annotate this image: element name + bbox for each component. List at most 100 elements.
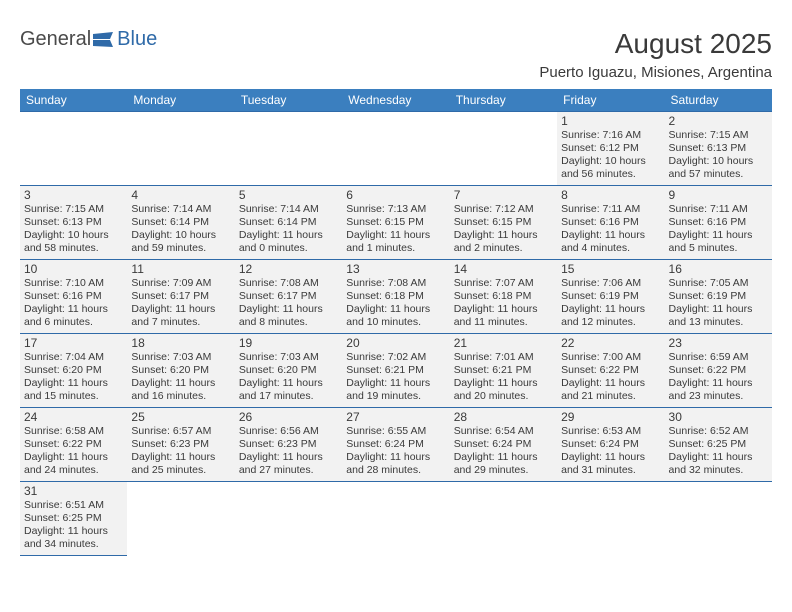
calendar-body: 1Sunrise: 7:16 AMSunset: 6:12 PMDaylight… [20, 112, 772, 556]
calendar-cell: 2Sunrise: 7:15 AMSunset: 6:13 PMDaylight… [665, 112, 772, 186]
weekday-header: Saturday [665, 89, 772, 112]
calendar-cell: 1Sunrise: 7:16 AMSunset: 6:12 PMDaylight… [557, 112, 664, 186]
weekday-header: Thursday [450, 89, 557, 112]
weekday-header: Tuesday [235, 89, 342, 112]
brand-text-b: Blue [117, 28, 157, 51]
calendar-cell: 11Sunrise: 7:09 AMSunset: 6:17 PMDayligh… [127, 260, 234, 334]
day-number: 11 [131, 262, 230, 276]
calendar-cell: 17Sunrise: 7:04 AMSunset: 6:20 PMDayligh… [20, 334, 127, 408]
day-number: 8 [561, 188, 660, 202]
weekday-header: Sunday [20, 89, 127, 112]
calendar-cell [665, 482, 772, 556]
page-title: August 2025 [615, 28, 772, 60]
day-info: Sunrise: 6:51 AMSunset: 6:25 PMDaylight:… [24, 499, 123, 552]
day-number: 19 [239, 336, 338, 350]
day-info: Sunrise: 7:11 AMSunset: 6:16 PMDaylight:… [669, 203, 768, 256]
day-info: Sunrise: 7:10 AMSunset: 6:16 PMDaylight:… [24, 277, 123, 330]
day-info: Sunrise: 7:15 AMSunset: 6:13 PMDaylight:… [669, 129, 768, 182]
day-number: 20 [346, 336, 445, 350]
day-number: 14 [454, 262, 553, 276]
day-info: Sunrise: 6:55 AMSunset: 6:24 PMDaylight:… [346, 425, 445, 478]
calendar-cell [450, 482, 557, 556]
day-info: Sunrise: 6:58 AMSunset: 6:22 PMDaylight:… [24, 425, 123, 478]
day-info: Sunrise: 7:08 AMSunset: 6:18 PMDaylight:… [346, 277, 445, 330]
calendar-cell: 13Sunrise: 7:08 AMSunset: 6:18 PMDayligh… [342, 260, 449, 334]
day-info: Sunrise: 7:06 AMSunset: 6:19 PMDaylight:… [561, 277, 660, 330]
calendar-cell: 22Sunrise: 7:00 AMSunset: 6:22 PMDayligh… [557, 334, 664, 408]
day-info: Sunrise: 7:03 AMSunset: 6:20 PMDaylight:… [239, 351, 338, 404]
calendar-cell [20, 112, 127, 186]
weekday-header: Friday [557, 89, 664, 112]
day-number: 10 [24, 262, 123, 276]
calendar-row: 17Sunrise: 7:04 AMSunset: 6:20 PMDayligh… [20, 334, 772, 408]
calendar-cell [342, 112, 449, 186]
brand-text-a: General [20, 28, 91, 51]
day-info: Sunrise: 7:13 AMSunset: 6:15 PMDaylight:… [346, 203, 445, 256]
day-number: 13 [346, 262, 445, 276]
day-number: 21 [454, 336, 553, 350]
day-number: 7 [454, 188, 553, 202]
weekday-header: Wednesday [342, 89, 449, 112]
calendar-row: 10Sunrise: 7:10 AMSunset: 6:16 PMDayligh… [20, 260, 772, 334]
calendar-cell [450, 112, 557, 186]
day-info: Sunrise: 6:53 AMSunset: 6:24 PMDaylight:… [561, 425, 660, 478]
calendar-cell: 25Sunrise: 6:57 AMSunset: 6:23 PMDayligh… [127, 408, 234, 482]
calendar-cell [557, 482, 664, 556]
day-number: 18 [131, 336, 230, 350]
day-info: Sunrise: 7:01 AMSunset: 6:21 PMDaylight:… [454, 351, 553, 404]
calendar-row: 31Sunrise: 6:51 AMSunset: 6:25 PMDayligh… [20, 482, 772, 556]
day-number: 30 [669, 410, 768, 424]
day-number: 2 [669, 114, 768, 128]
calendar-cell: 12Sunrise: 7:08 AMSunset: 6:17 PMDayligh… [235, 260, 342, 334]
day-number: 28 [454, 410, 553, 424]
calendar-cell: 18Sunrise: 7:03 AMSunset: 6:20 PMDayligh… [127, 334, 234, 408]
calendar-cell: 23Sunrise: 6:59 AMSunset: 6:22 PMDayligh… [665, 334, 772, 408]
day-number: 17 [24, 336, 123, 350]
calendar-cell [127, 482, 234, 556]
location-subtitle: Puerto Iguazu, Misiones, Argentina [20, 64, 772, 81]
day-info: Sunrise: 7:04 AMSunset: 6:20 PMDaylight:… [24, 351, 123, 404]
day-number: 12 [239, 262, 338, 276]
day-number: 23 [669, 336, 768, 350]
day-number: 15 [561, 262, 660, 276]
day-number: 24 [24, 410, 123, 424]
day-info: Sunrise: 7:02 AMSunset: 6:21 PMDaylight:… [346, 351, 445, 404]
calendar-row: 3Sunrise: 7:15 AMSunset: 6:13 PMDaylight… [20, 186, 772, 260]
weekday-header: Monday [127, 89, 234, 112]
calendar-cell: 29Sunrise: 6:53 AMSunset: 6:24 PMDayligh… [557, 408, 664, 482]
calendar-cell: 5Sunrise: 7:14 AMSunset: 6:14 PMDaylight… [235, 186, 342, 260]
day-number: 27 [346, 410, 445, 424]
day-info: Sunrise: 7:08 AMSunset: 6:17 PMDaylight:… [239, 277, 338, 330]
day-number: 16 [669, 262, 768, 276]
calendar-cell: 20Sunrise: 7:02 AMSunset: 6:21 PMDayligh… [342, 334, 449, 408]
calendar-cell [235, 482, 342, 556]
calendar-cell: 4Sunrise: 7:14 AMSunset: 6:14 PMDaylight… [127, 186, 234, 260]
calendar-cell: 27Sunrise: 6:55 AMSunset: 6:24 PMDayligh… [342, 408, 449, 482]
day-info: Sunrise: 7:11 AMSunset: 6:16 PMDaylight:… [561, 203, 660, 256]
day-number: 6 [346, 188, 445, 202]
calendar-cell: 28Sunrise: 6:54 AMSunset: 6:24 PMDayligh… [450, 408, 557, 482]
day-number: 29 [561, 410, 660, 424]
day-info: Sunrise: 7:00 AMSunset: 6:22 PMDaylight:… [561, 351, 660, 404]
day-info: Sunrise: 6:52 AMSunset: 6:25 PMDaylight:… [669, 425, 768, 478]
calendar-cell: 6Sunrise: 7:13 AMSunset: 6:15 PMDaylight… [342, 186, 449, 260]
calendar-cell [235, 112, 342, 186]
day-number: 9 [669, 188, 768, 202]
day-info: Sunrise: 7:16 AMSunset: 6:12 PMDaylight:… [561, 129, 660, 182]
day-number: 1 [561, 114, 660, 128]
calendar-cell: 26Sunrise: 6:56 AMSunset: 6:23 PMDayligh… [235, 408, 342, 482]
day-info: Sunrise: 6:54 AMSunset: 6:24 PMDaylight:… [454, 425, 553, 478]
flag-icon [93, 32, 115, 48]
calendar-row: 24Sunrise: 6:58 AMSunset: 6:22 PMDayligh… [20, 408, 772, 482]
day-info: Sunrise: 7:14 AMSunset: 6:14 PMDaylight:… [239, 203, 338, 256]
day-info: Sunrise: 7:14 AMSunset: 6:14 PMDaylight:… [131, 203, 230, 256]
calendar-row: 1Sunrise: 7:16 AMSunset: 6:12 PMDaylight… [20, 112, 772, 186]
day-info: Sunrise: 6:56 AMSunset: 6:23 PMDaylight:… [239, 425, 338, 478]
day-number: 4 [131, 188, 230, 202]
calendar-cell: 15Sunrise: 7:06 AMSunset: 6:19 PMDayligh… [557, 260, 664, 334]
day-info: Sunrise: 7:07 AMSunset: 6:18 PMDaylight:… [454, 277, 553, 330]
calendar-cell: 9Sunrise: 7:11 AMSunset: 6:16 PMDaylight… [665, 186, 772, 260]
day-info: Sunrise: 7:15 AMSunset: 6:13 PMDaylight:… [24, 203, 123, 256]
day-number: 31 [24, 484, 123, 498]
day-number: 22 [561, 336, 660, 350]
